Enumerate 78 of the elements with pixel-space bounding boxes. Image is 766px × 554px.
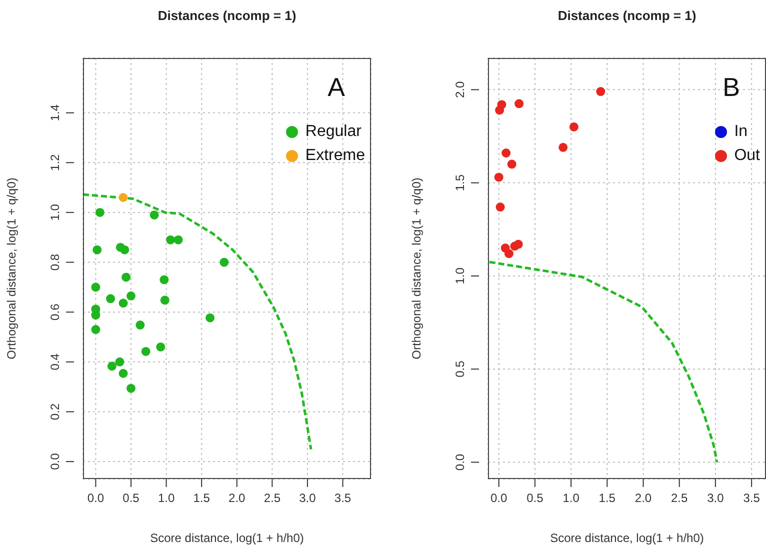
y-axis-title: Orthogonal distance, log(1 + q/q0) [4, 178, 18, 360]
y-tick-label: 0.5 [453, 360, 467, 378]
point [156, 342, 166, 352]
point [107, 362, 116, 371]
x-tick-label: 0.5 [122, 491, 140, 505]
point [206, 313, 215, 322]
x-tick-label: 2.5 [671, 491, 688, 505]
point [160, 275, 169, 284]
x-tick-label: 1.5 [598, 491, 616, 505]
point [160, 296, 170, 305]
point [166, 235, 176, 244]
point [118, 298, 128, 308]
point [91, 282, 100, 292]
point [514, 99, 524, 108]
point [569, 122, 578, 132]
x-tick-label: 2.0 [634, 491, 652, 505]
y-tick-label: 1.5 [453, 174, 467, 192]
legend-label: Regular [305, 123, 362, 141]
point [150, 210, 159, 220]
point [507, 160, 516, 169]
point [106, 294, 116, 304]
x-tick-label: 1.0 [158, 491, 175, 505]
annotation: B [722, 72, 740, 103]
y-tick-label: 0.0 [48, 452, 62, 470]
point [174, 235, 183, 244]
point [118, 193, 128, 202]
legend-label: Extreme [305, 147, 365, 165]
point [122, 272, 131, 282]
x-tick-label: 3.0 [707, 491, 724, 505]
point [495, 106, 504, 115]
y-tick-label: 1.0 [453, 267, 467, 284]
point [504, 249, 514, 258]
x-tick-label: 3.5 [334, 491, 352, 505]
line-series [83, 193, 312, 451]
x-axis-title: Score distance, log(1 + h/h0) [550, 531, 704, 545]
y-tick-label: 0.0 [453, 454, 467, 471]
point [596, 87, 606, 96]
y-axis-title: Orthogonal distance, log(1 + q/q0) [409, 178, 424, 360]
y-tick-label: 1.0 [48, 204, 62, 221]
point [120, 245, 130, 254]
x-tick-label: 2.0 [228, 491, 246, 505]
x-axis-title: Score distance, log(1 + h/h0) [150, 531, 304, 545]
point [136, 320, 145, 330]
x-tick-label: 0.0 [490, 491, 508, 505]
point [558, 142, 568, 152]
point [494, 172, 504, 182]
y-tick-label: 0.4 [48, 353, 62, 370]
x-tick-label: 0.0 [87, 491, 104, 505]
point [92, 245, 102, 254]
legend-label: Out [734, 147, 760, 165]
point [141, 346, 150, 356]
y-tick-label: 0.2 [48, 403, 62, 420]
y-tick-label: 1.2 [48, 154, 62, 171]
x-tick-label: 1.5 [193, 491, 210, 505]
point [496, 202, 505, 212]
point [91, 325, 100, 334]
annotation: A [328, 72, 345, 103]
x-tick-label: 0.5 [526, 491, 544, 505]
point [126, 384, 136, 393]
y-tick-label: 2.0 [453, 81, 467, 98]
y-tick-label: 0.6 [48, 303, 62, 320]
chart-title: Distances (ncomp = 1) [156, 8, 298, 23]
x-tick-label: 3.5 [743, 491, 760, 505]
point [502, 148, 511, 158]
x-tick-label: 3.0 [299, 491, 316, 505]
x-tick-label: 2.5 [264, 491, 281, 505]
y-tick-label: 0.8 [48, 254, 62, 271]
point [118, 368, 128, 378]
y-tick-label: 1.4 [48, 104, 62, 122]
point [514, 240, 523, 249]
line-series [488, 260, 718, 464]
point [126, 291, 136, 300]
point [95, 208, 104, 217]
legend-label: In [734, 123, 748, 141]
x-tick-label: 1.0 [562, 491, 580, 505]
point [220, 258, 229, 267]
point [115, 357, 124, 366]
chart-title: Distances (ncomp = 1) [556, 8, 698, 23]
